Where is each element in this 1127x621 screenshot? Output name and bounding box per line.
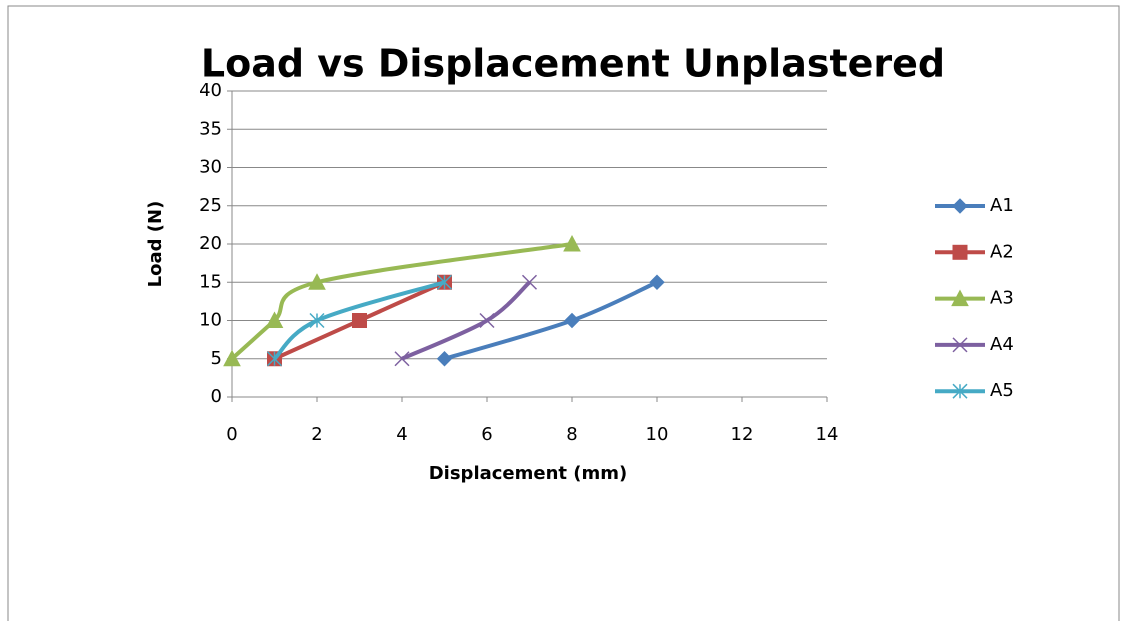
x-tick-label: 12	[731, 424, 754, 445]
chart-frame	[7, 5, 1120, 621]
series-line	[230, 242, 573, 361]
legend-label: A2	[990, 241, 1014, 262]
legend-marker	[952, 383, 968, 399]
legend-label: A3	[990, 288, 1014, 309]
y-tick-label: 0	[211, 386, 222, 407]
x-tick-label: 8	[566, 424, 577, 445]
marker	[436, 351, 453, 367]
marker	[436, 274, 453, 290]
y-tick-label: 15	[199, 271, 222, 292]
legend-label: A4	[990, 334, 1014, 355]
x-tick-label: 14	[816, 424, 839, 445]
x-tick-label: 10	[646, 424, 669, 445]
marker	[308, 273, 326, 290]
marker	[394, 351, 410, 367]
marker	[521, 274, 538, 290]
x-tick-label: 6	[481, 424, 492, 445]
y-tick-label: 5	[211, 348, 222, 369]
y-tick-label: 35	[199, 118, 222, 139]
marker	[649, 274, 665, 290]
y-tick-label: 10	[199, 310, 222, 331]
x-tick-label: 2	[311, 424, 322, 445]
marker	[352, 313, 367, 328]
x-tick-label: 0	[226, 424, 237, 445]
marker	[479, 312, 495, 329]
x-axis-label: Displacement (mm)	[429, 463, 628, 484]
chart-title: Load vs Displacement Unplastered	[201, 42, 945, 86]
legend-marker	[951, 289, 969, 307]
y-tick-label: 25	[199, 195, 222, 216]
marker	[223, 349, 241, 367]
legend-marker	[952, 198, 968, 214]
marker	[265, 311, 284, 328]
x-tick-label: 4	[396, 424, 407, 445]
y-tick-label: 30	[199, 157, 222, 178]
legend-label: A5	[990, 380, 1014, 401]
legend-marker	[952, 244, 968, 260]
y-axis-label: Load (N)	[145, 201, 166, 288]
marker	[266, 351, 283, 367]
y-tick-label: 20	[199, 233, 222, 254]
series-line	[273, 280, 446, 361]
y-tick-label: 40	[199, 80, 222, 101]
legend-marker	[952, 337, 968, 353]
marker	[564, 312, 580, 329]
legend-label: A1	[990, 195, 1014, 216]
marker	[309, 312, 325, 329]
marker	[563, 234, 581, 252]
